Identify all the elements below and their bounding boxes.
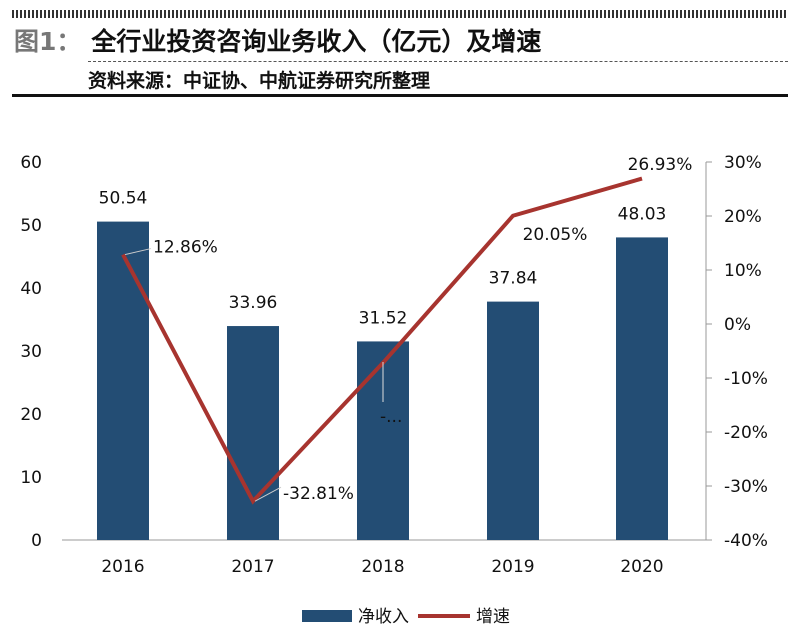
leader-line (254, 486, 282, 502)
title-text: 全行业投资咨询业务收入（亿元）及增速 (91, 27, 542, 56)
header-stripe (12, 10, 788, 18)
right-tick-label: 20% (724, 207, 762, 227)
bar-label: 33.96 (229, 293, 278, 313)
left-tick-label: 10 (20, 468, 42, 488)
bar (227, 326, 279, 540)
figure-title: 图1： 全行业投资咨询业务收入（亿元）及增速 (14, 22, 541, 58)
bar-label: 31.52 (359, 308, 408, 328)
bar (97, 221, 149, 540)
left-tick-label: 0 (31, 531, 42, 551)
legend-bar-label: 净收入 (358, 607, 409, 627)
right-tick-label: -20% (724, 423, 768, 443)
x-tick-label: 2020 (620, 557, 663, 577)
left-tick-label: 40 (20, 279, 42, 299)
right-tick-label: 0% (724, 315, 751, 335)
bar (616, 237, 668, 540)
legend-bar-swatch (302, 610, 352, 622)
line-label: 26.93% (628, 155, 693, 175)
right-tick-label: -10% (724, 369, 768, 389)
source-note: 资料来源：中证协、中航证券研究所整理 (88, 70, 431, 92)
left-tick-label: 60 (20, 153, 42, 173)
figure-label: 图1： (14, 27, 82, 56)
left-tick-label: 30 (20, 342, 42, 362)
right-tick-label: 30% (724, 153, 762, 173)
line-label: -... (380, 407, 402, 427)
bar (487, 301, 539, 540)
divider (12, 94, 788, 97)
bar-label: 48.03 (618, 204, 667, 224)
x-tick-label: 2017 (231, 557, 274, 577)
bar-label: 50.54 (99, 189, 148, 209)
left-tick-label: 20 (20, 405, 42, 425)
x-tick-label: 2018 (361, 557, 404, 577)
divider (88, 61, 788, 62)
left-tick-label: 50 (20, 216, 42, 236)
right-tick-label: -30% (724, 477, 768, 497)
right-tick-label: -40% (724, 531, 768, 551)
right-tick-label: 10% (724, 261, 762, 281)
line-label: 20.05% (523, 225, 588, 245)
line-label: -32.81% (283, 484, 354, 504)
bar-label: 37.84 (489, 269, 538, 289)
x-tick-label: 2016 (101, 557, 144, 577)
legend-line-label: 增速 (476, 607, 510, 627)
x-tick-label: 2019 (491, 557, 534, 577)
line-label: 12.86% (153, 238, 218, 258)
leader-line (124, 248, 152, 256)
